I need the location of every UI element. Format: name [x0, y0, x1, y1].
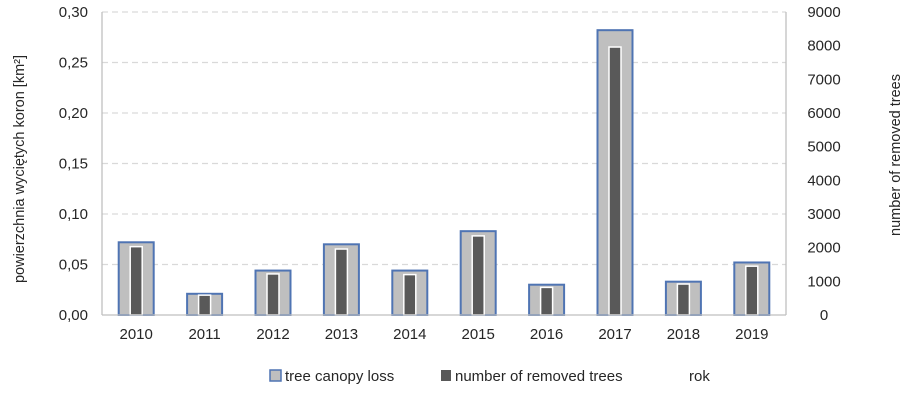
- left-tick-label: 0,25: [59, 55, 88, 72]
- x-tick-label: 2011: [188, 326, 220, 343]
- right-tick-label: 6000: [807, 105, 840, 122]
- left-tick-label: 0,15: [59, 156, 88, 173]
- right-axis-title: number of removed trees: [888, 74, 904, 236]
- right-tick-label: 4000: [807, 172, 840, 189]
- right-tick-label: 8000: [807, 38, 840, 55]
- legend-label-tree-canopy-loss: tree canopy loss: [285, 368, 394, 385]
- bar-number-of-removed-trees: [129, 245, 143, 316]
- right-tick-label: 0: [820, 307, 828, 324]
- x-tick-label: 2012: [256, 326, 289, 343]
- bars: [117, 29, 771, 317]
- x-tick-label: 2015: [462, 326, 495, 343]
- x-axis-ticks: 2010 2011 2012 2013 2014 2015 2016 2017 2018 2019: [120, 326, 769, 343]
- left-tick-label: 0,30: [59, 4, 88, 21]
- legend-swatch-number-of-removed-trees: [441, 370, 451, 381]
- bar-number-of-removed-trees: [745, 265, 759, 316]
- bar-number-of-removed-trees: [676, 283, 691, 316]
- right-tick-label: 3000: [807, 206, 840, 223]
- legend: tree canopy loss number of removed trees…: [269, 368, 710, 385]
- right-tick-label: 9000: [807, 4, 840, 21]
- left-tick-label: 0,05: [59, 257, 88, 274]
- right-tick-label: 5000: [807, 139, 840, 156]
- left-tick-label: 0,20: [59, 105, 88, 122]
- legend-swatch-tree-canopy-loss: [269, 369, 282, 382]
- bar-number-of-removed-trees: [539, 286, 554, 316]
- bar-number-of-removed-trees: [334, 248, 349, 316]
- right-tick-label: 7000: [807, 71, 840, 88]
- x-tick-label: 2014: [393, 326, 426, 343]
- bar-number-of-removed-trees: [403, 273, 417, 316]
- bar-number-of-removed-trees: [608, 46, 622, 316]
- x-tick-label: 2018: [667, 326, 700, 343]
- right-axis-ticks: 0 1000 2000 3000 4000 5000 6000 7000 8000 9000: [807, 4, 840, 324]
- x-tick-label: 2017: [598, 326, 631, 343]
- bar-number-of-removed-trees: [266, 273, 280, 316]
- bar-number-of-removed-trees: [197, 294, 212, 316]
- right-tick-label: 1000: [807, 273, 840, 290]
- left-axis-ticks: 0,00 0,05 0,10 0,15 0,20 0,25 0,30: [59, 4, 88, 324]
- right-tick-label: 2000: [807, 240, 840, 257]
- left-axis-title: powierzchnia wyciętych koron [km²]: [12, 55, 28, 283]
- bar-number-of-removed-trees: [471, 235, 485, 316]
- gridlines: [102, 11, 786, 266]
- axes: [101, 12, 787, 316]
- x-tick-label: 2016: [530, 326, 563, 343]
- left-tick-label: 0,00: [59, 307, 88, 324]
- left-tick-label: 0,10: [59, 206, 88, 223]
- x-axis-title: rok: [689, 368, 710, 385]
- x-tick-label: 2013: [325, 326, 358, 343]
- x-tick-label: 2010: [120, 326, 153, 343]
- legend-label-number-of-removed-trees: number of removed trees: [455, 368, 623, 385]
- x-tick-label: 2019: [735, 326, 768, 343]
